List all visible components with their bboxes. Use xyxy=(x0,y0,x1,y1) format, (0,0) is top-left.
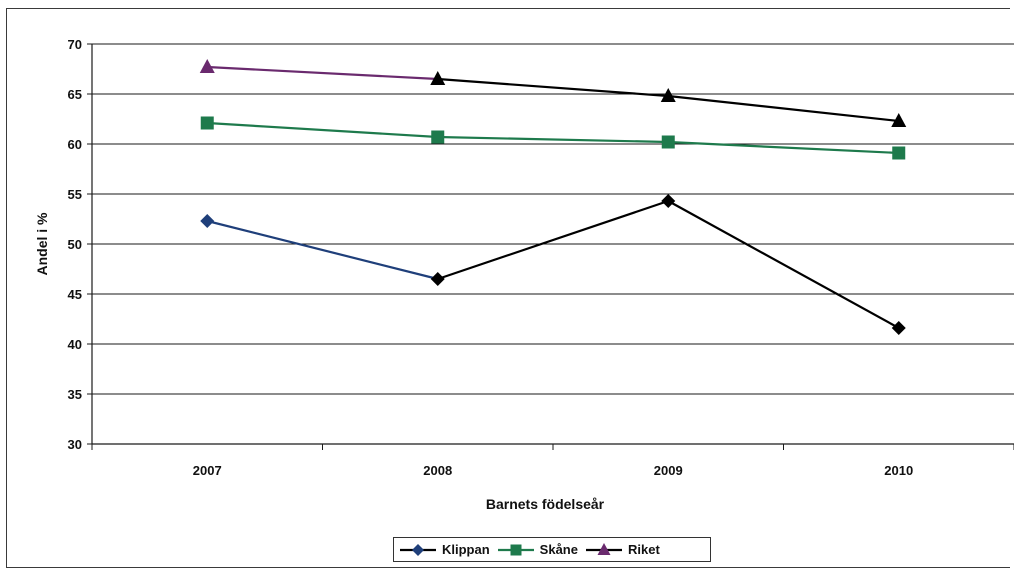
series-klippan-point-2009 xyxy=(661,194,676,208)
y-tick-label-65: 65 xyxy=(68,87,82,102)
series-sk-ne-segment-1 xyxy=(437,135,669,144)
y-tick-label-45: 45 xyxy=(68,287,82,302)
series-klippan-point-2008 xyxy=(430,272,445,286)
legend-label-klippan: Klippan xyxy=(442,542,490,557)
series-riket-point-2010 xyxy=(891,113,907,127)
x-tick-label-2009: 2009 xyxy=(654,463,683,478)
x-tick-label-2010: 2010 xyxy=(884,463,913,478)
y-axis-title: Andel i % xyxy=(34,212,50,276)
series-riket-point-2007 xyxy=(199,59,215,73)
y-tick-label-55: 55 xyxy=(68,187,82,202)
series-sk-ne-point-2010 xyxy=(892,146,906,160)
legend-item-klippan: Klippan xyxy=(398,542,490,557)
y-tick-label-50: 50 xyxy=(68,237,82,252)
y-tick-label-60: 60 xyxy=(68,137,82,152)
series-riket-point-2008 xyxy=(430,71,446,85)
y-tick-label-40: 40 xyxy=(68,337,82,352)
legend-label-riket: Riket xyxy=(627,542,660,557)
chart-legend: Klippan Skåne Riket xyxy=(393,537,711,562)
y-tick-label-70: 70 xyxy=(68,37,82,52)
legend-swatch-riket xyxy=(585,542,622,555)
series-riket-point-2009 xyxy=(660,88,676,102)
series-klippan-segment-0 xyxy=(206,219,439,281)
series-sk-ne-point-2008 xyxy=(431,130,445,144)
series-sk-ne-segment-0 xyxy=(207,121,438,139)
series-klippan-point-2007 xyxy=(200,214,215,228)
x-axis-title: Barnets födelseår xyxy=(486,496,605,512)
x-tick-label-2007: 2007 xyxy=(193,463,222,478)
series-riket-segment-1 xyxy=(437,77,669,98)
series-sk-ne-point-2007 xyxy=(200,116,214,130)
legend-swatch-sk-ne xyxy=(497,544,534,555)
series-riket-segment-0 xyxy=(207,65,438,81)
series-sk-ne-segment-2 xyxy=(668,140,899,155)
legend-item-riket: Riket xyxy=(584,542,660,557)
legend-swatch-klippan xyxy=(400,543,436,556)
legend-item-sk-ne: Skåne xyxy=(496,542,578,557)
series-klippan-segment-1 xyxy=(437,199,669,281)
x-tick-label-2008: 2008 xyxy=(423,463,452,478)
series-klippan-segment-2 xyxy=(667,200,900,329)
series-sk-ne-point-2009 xyxy=(661,135,675,149)
series-riket-segment-2 xyxy=(668,94,899,123)
chart-frame xyxy=(6,8,1010,568)
legend-label-sk-ne: Skåne xyxy=(539,542,578,557)
y-tick-label-35: 35 xyxy=(68,387,82,402)
series-klippan-point-2010 xyxy=(891,321,906,335)
y-tick-label-30: 30 xyxy=(68,437,82,452)
